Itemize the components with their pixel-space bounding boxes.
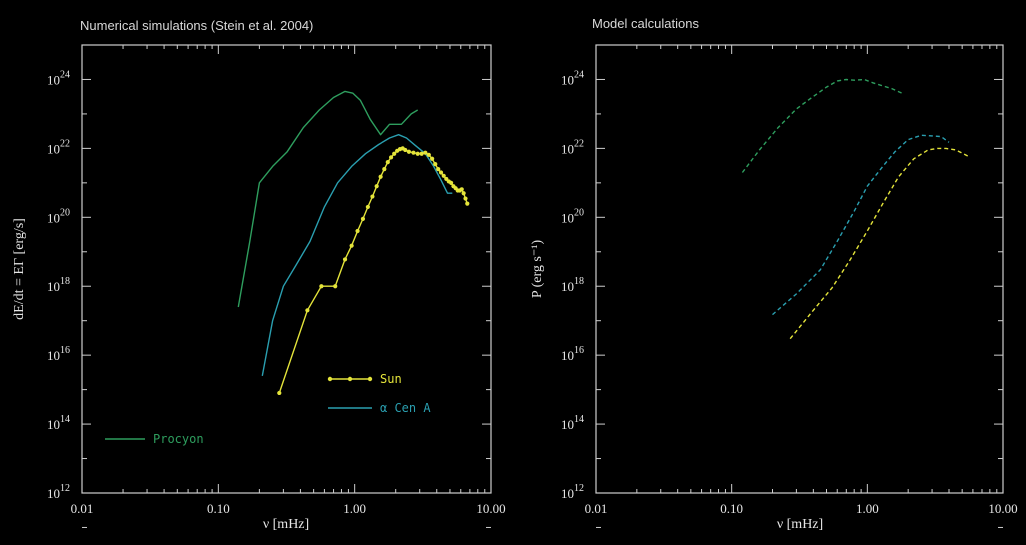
left-x-axis-label: ν [mHz]: [263, 517, 309, 532]
left-panel-title: Numerical simulations (Stein et al. 2004…: [80, 18, 313, 33]
series-point: [465, 201, 470, 206]
series-point: [342, 257, 348, 262]
y-tick-exponent: 14: [574, 414, 584, 425]
series-point: [355, 228, 360, 234]
y-tick-exponent: 20: [60, 207, 70, 218]
series-point: [459, 187, 464, 192]
x-tick-label: 1.00: [856, 501, 879, 516]
right-x-axis-label: ν [mHz]: [777, 517, 823, 532]
left-x-tick-labels: 0.01 0.10 1.00 10.00: [71, 501, 506, 516]
series-point: [426, 152, 431, 157]
y-tick-exponent: 12: [574, 483, 584, 494]
legend: Sun α Cen A Procyon: [105, 372, 431, 446]
series-point: [305, 308, 310, 313]
series-point: [430, 156, 435, 161]
series-point: [360, 216, 366, 221]
series-line-alpha_cen_a: [261, 133, 453, 377]
series-point: [438, 170, 444, 175]
y-tick-exponent: 24: [574, 69, 584, 80]
legend-sun-marker: [367, 376, 373, 382]
y-tick-exponent: 20: [574, 207, 584, 218]
series-point: [277, 390, 282, 396]
x-tick-label: 1.00: [343, 501, 366, 516]
right-ticks: [595, 45, 1003, 528]
left-series: [237, 90, 470, 396]
series-line-procyon: [237, 90, 419, 308]
right-y-axis-label: P (erg s⁻¹): [530, 240, 545, 299]
left-y-axis-label: dE/dt = EΓ [erg/s]: [12, 218, 27, 320]
series-point: [385, 159, 390, 165]
legend-procyon-label: Procyon: [153, 432, 204, 446]
series-point: [378, 174, 383, 179]
series-point: [333, 284, 338, 289]
series-point: [388, 155, 394, 160]
series-point: [365, 204, 370, 210]
series-point: [441, 173, 446, 178]
right-panel: Model calculations 101210141016101810201…: [530, 16, 1018, 532]
series-point: [433, 161, 438, 167]
series-point: [349, 243, 354, 248]
left-panel: Numerical simulations (Stein et al. 2004…: [12, 18, 506, 532]
series-line-sun: [789, 147, 969, 340]
right-panel-title: Model calculations: [592, 16, 699, 31]
series-point: [374, 184, 379, 189]
series-point: [449, 180, 454, 185]
legend-alpha-cen-a-label: α Cen A: [380, 401, 431, 415]
series-point: [461, 191, 466, 196]
y-tick-exponent: 22: [574, 138, 584, 149]
series-point: [403, 147, 408, 153]
series-point: [423, 150, 428, 155]
y-tick-exponent: 18: [60, 276, 70, 287]
series-point: [370, 194, 375, 199]
series-point: [419, 151, 424, 156]
y-tick-exponent: 24: [60, 69, 70, 80]
y-tick-exponent: 22: [60, 138, 70, 149]
series-point: [319, 284, 324, 289]
y-tick-exponent: 14: [60, 414, 70, 425]
series-point: [382, 167, 387, 172]
legend-sun-marker: [327, 376, 333, 382]
left-ticks: [81, 45, 491, 528]
series-point: [406, 149, 412, 154]
right-x-tick-labels: 0.01 0.10 1.00 10.00: [585, 501, 1018, 516]
y-tick-exponent: 16: [574, 345, 584, 356]
series-line-procyon: [741, 78, 903, 173]
legend-sun-label: Sun: [380, 372, 402, 386]
series-point: [415, 151, 420, 156]
series-point: [463, 196, 468, 201]
x-tick-label: 0.10: [207, 501, 230, 516]
x-tick-label: 0.10: [720, 501, 743, 516]
legend-sun-marker: [347, 376, 353, 382]
x-tick-label: 10.00: [476, 501, 505, 516]
right-plot-frame: [595, 44, 1004, 494]
series-point: [436, 167, 441, 172]
series-line-alpha_cen_a: [772, 134, 950, 316]
x-tick-label: 10.00: [988, 501, 1017, 516]
left-plot-frame: [81, 44, 492, 494]
right-series: [741, 78, 969, 340]
x-tick-label: 0.01: [585, 501, 608, 516]
y-tick-exponent: 12: [60, 483, 70, 494]
series-point: [392, 151, 397, 156]
y-tick-exponent: 16: [60, 345, 70, 356]
series-point: [411, 150, 416, 155]
x-tick-label: 0.01: [71, 501, 94, 516]
y-tick-exponent: 18: [574, 276, 584, 287]
